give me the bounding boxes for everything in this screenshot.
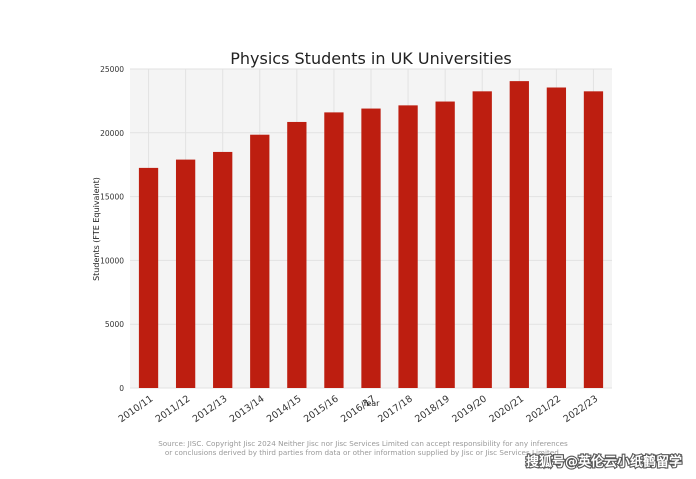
x-tick-label: 2013/14	[228, 393, 267, 425]
y-tick-label: 10000	[100, 256, 124, 265]
bar	[287, 121, 307, 388]
x-tick-label: 2017/18	[376, 393, 415, 425]
y-tick-label: 0	[119, 384, 124, 393]
bar	[175, 159, 196, 388]
y-tick-label: 15000	[100, 193, 124, 202]
bar	[435, 101, 455, 389]
x-tick-labels: 2010/112011/122012/132013/142014/152015/…	[117, 393, 601, 425]
bar	[361, 108, 381, 388]
y-axis-title: Students (FTE Equivalent)	[92, 177, 101, 281]
y-tick-label: 20000	[100, 129, 124, 138]
source-line-2: or conclusions derived by third parties …	[165, 448, 561, 457]
x-axis-title: Year	[362, 399, 381, 408]
bar	[138, 167, 159, 388]
y-tick-label: 25000	[100, 65, 124, 74]
x-tick-label: 2019/20	[450, 393, 489, 425]
x-tick-label: 2021/22	[524, 393, 563, 425]
y-tick-label: 5000	[105, 320, 124, 329]
x-tick-label: 2012/13	[191, 393, 230, 425]
x-tick-label: 2020/21	[487, 393, 526, 425]
x-tick-label: 2014/15	[265, 393, 304, 425]
x-tick-label: 2011/12	[154, 393, 193, 425]
bars	[138, 81, 604, 389]
x-tick-label: 2015/16	[302, 393, 341, 425]
bar	[509, 81, 529, 388]
x-tick-label: 2010/11	[117, 393, 156, 425]
bar	[250, 134, 270, 388]
x-tick-label: 2018/19	[413, 393, 452, 425]
chart-title: Physics Students in UK Universities	[230, 49, 512, 68]
source-line-1: Source: JISC. Copyright Jisc 2024 Neithe…	[158, 439, 568, 448]
bar	[324, 112, 344, 388]
bar	[583, 91, 604, 388]
bar	[472, 91, 492, 388]
x-tick-label: 2022/23	[562, 393, 601, 425]
bar	[213, 151, 233, 388]
y-tick-labels: 0 5000 10000 15000 20000 25000	[100, 65, 124, 393]
watermark: 搜狐号@英伦云小纸鹤留学	[526, 454, 682, 470]
bar	[546, 87, 567, 388]
bar	[398, 105, 418, 388]
